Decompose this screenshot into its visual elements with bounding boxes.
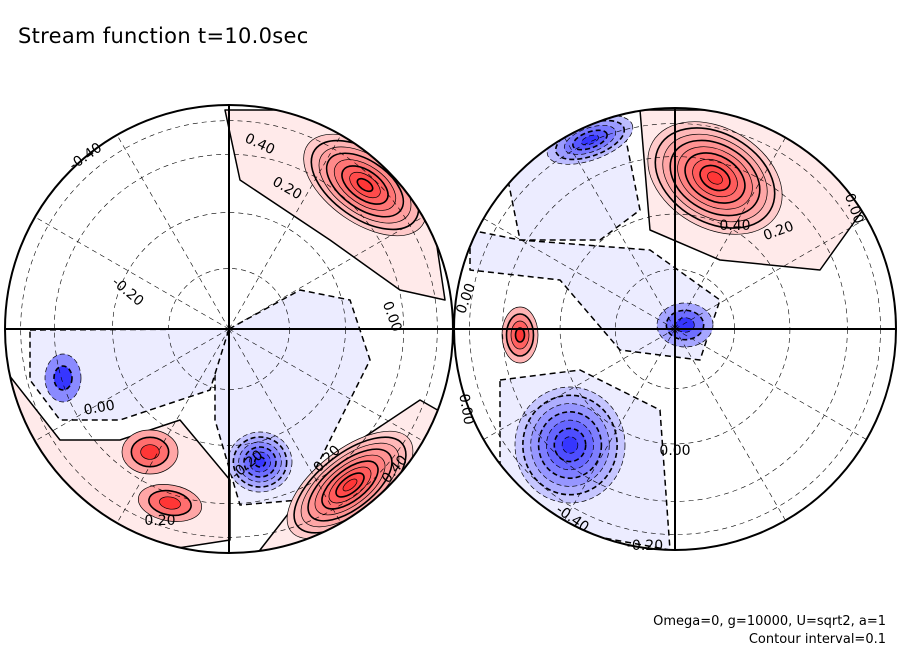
hemisphere-outline xyxy=(453,107,897,551)
high-center xyxy=(137,484,203,522)
low-center xyxy=(514,386,626,504)
meridian-line xyxy=(116,328,230,524)
meridian-line xyxy=(34,328,230,442)
parameters-note: Omega=0, g=10000, U=sqrt2, a=1 xyxy=(653,614,886,629)
meridian-line xyxy=(228,328,424,442)
low-center xyxy=(656,302,714,348)
contour-label: 0.00 xyxy=(83,397,116,418)
right-hemisphere xyxy=(454,108,896,550)
contour-line xyxy=(140,444,160,460)
high-center xyxy=(121,429,179,475)
contour-interval-note: Contour interval=0.1 xyxy=(748,632,886,647)
hemisphere-frames xyxy=(4,104,897,554)
meridian-line xyxy=(228,134,342,330)
contour-line xyxy=(253,456,267,468)
contour-label: 0.00 xyxy=(659,443,690,459)
contour-line xyxy=(581,134,599,146)
left-hemisphere xyxy=(5,105,453,553)
contour-label: -0.20 xyxy=(627,538,663,554)
meridian-line xyxy=(564,137,676,330)
negative-region xyxy=(29,328,230,421)
low-center xyxy=(546,115,634,165)
high-center xyxy=(303,133,427,237)
low-center xyxy=(227,431,293,493)
meridian-line xyxy=(228,328,342,524)
contour-label: 0.40 xyxy=(719,218,750,234)
meridian-line xyxy=(674,328,867,440)
meridian-line xyxy=(483,328,676,440)
meridian-line xyxy=(228,216,424,330)
meridian-line xyxy=(674,218,867,330)
chart-title: Stream function t=10.0sec xyxy=(18,24,309,48)
contour-line xyxy=(342,478,358,492)
contour-line xyxy=(561,436,579,454)
meridian-line xyxy=(674,328,786,521)
contour-line xyxy=(356,177,374,193)
meridian-line xyxy=(34,216,230,330)
contour-line xyxy=(707,171,723,185)
low-center xyxy=(44,353,82,403)
high-center xyxy=(501,306,539,364)
contour-label: 0.00 xyxy=(455,393,476,426)
high-center xyxy=(286,430,414,540)
contour-line xyxy=(514,327,526,343)
meridian-line xyxy=(674,137,786,330)
meridian-line xyxy=(483,218,676,330)
contour-line xyxy=(159,496,181,510)
contour-line xyxy=(53,365,73,391)
meridian-line xyxy=(564,328,676,521)
contour-label: 0.20 xyxy=(144,513,175,529)
contour-line xyxy=(675,317,695,333)
meridian-line xyxy=(116,134,230,330)
